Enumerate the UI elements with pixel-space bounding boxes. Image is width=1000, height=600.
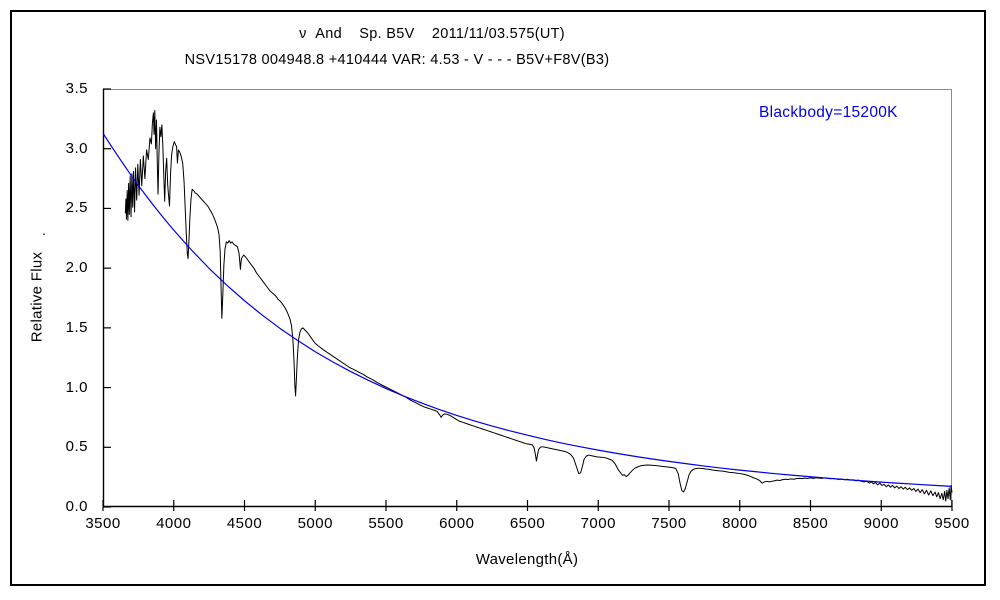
y-tick-label: 3.0 bbox=[65, 139, 88, 157]
observed-spectrum-curve bbox=[124, 110, 953, 502]
x-tick-label: 5000 bbox=[297, 515, 333, 532]
y-tick-label: 2.0 bbox=[65, 259, 88, 277]
y-tick-label: 0.0 bbox=[65, 498, 88, 515]
y-tick-label: 0.5 bbox=[65, 438, 88, 456]
blackbody-annotation: Blackbody=15200K bbox=[759, 104, 898, 121]
y-tick-label: 1.5 bbox=[65, 318, 88, 336]
y-tick-label: 3.5 bbox=[65, 80, 88, 97]
x-tick-label: 7000 bbox=[580, 515, 616, 532]
x-tick-label: 6000 bbox=[439, 515, 475, 532]
x-tick-label: 9000 bbox=[863, 515, 899, 532]
blackbody-curve bbox=[102, 132, 953, 487]
x-tick-label: 3500 bbox=[85, 515, 121, 532]
x-tick-label: 5500 bbox=[368, 515, 404, 532]
y-tick-label: 2.5 bbox=[65, 199, 88, 217]
y-tick-label: 1.0 bbox=[65, 378, 88, 396]
spectrum-plot-svg bbox=[102, 88, 953, 511]
x-axis-title: Wavelength(Å) bbox=[475, 551, 579, 568]
x-tick-label: 8500 bbox=[792, 515, 829, 532]
chart-subtitle: NSV15178 004948.8 +410444 VAR: 4.53 - V … bbox=[184, 52, 610, 68]
x-tick-label: 4000 bbox=[156, 515, 192, 532]
chart-title: ν And Sp. B5V 2011/11/03.575(UT) bbox=[299, 26, 565, 42]
x-tick-label: 7500 bbox=[651, 515, 687, 532]
y-axis-title: Relative Flux bbox=[28, 251, 46, 343]
x-tick-label: 4500 bbox=[226, 515, 263, 532]
stray-dot: . bbox=[42, 222, 46, 238]
x-tick-label: 8000 bbox=[722, 515, 758, 532]
x-tick-label: 6500 bbox=[509, 515, 546, 532]
figure-frame bbox=[10, 10, 986, 586]
x-tick-label: 9500 bbox=[934, 515, 970, 532]
